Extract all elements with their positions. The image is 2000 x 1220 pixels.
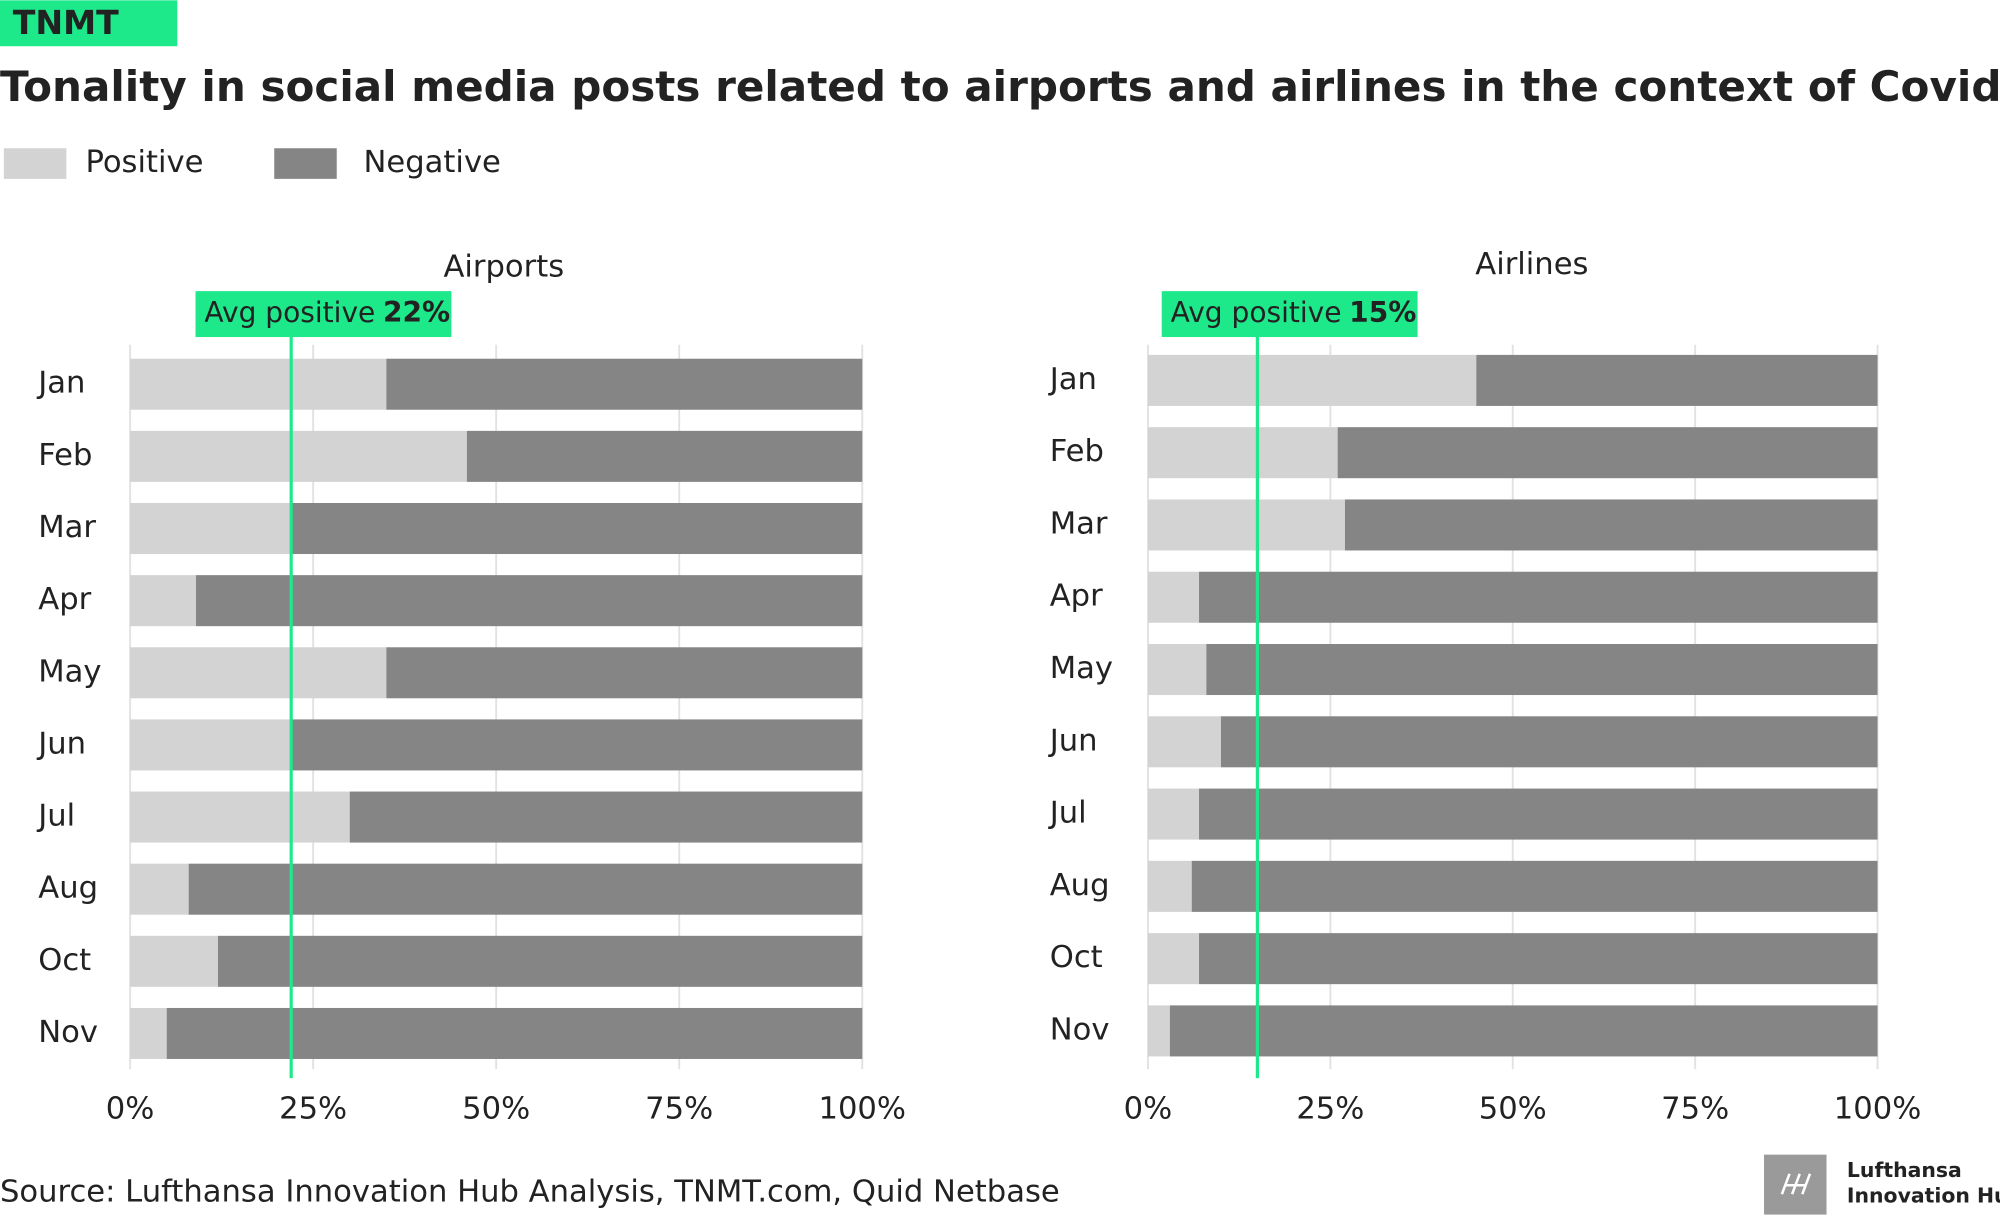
y-tick-label: Mar	[1050, 506, 1108, 541]
bar-segment	[386, 358, 863, 410]
bar-segment	[1147, 788, 1200, 840]
annotation-value: 22%	[383, 296, 450, 329]
x-tick-label: 25%	[1296, 1092, 1364, 1127]
bar-segment	[1147, 499, 1345, 551]
legend-swatch	[3, 148, 67, 179]
bar-segment	[130, 791, 350, 843]
brand-box	[0, 0, 178, 47]
panel-title: Airports	[443, 250, 564, 285]
annotation-box	[1161, 291, 1418, 338]
bar-segment	[166, 1007, 863, 1059]
bar-segment	[1147, 716, 1221, 768]
y-tick-label: Jul	[36, 799, 75, 834]
legend-label: Negative	[364, 145, 501, 180]
logo-text: Innovation Hub	[1847, 1184, 2000, 1208]
annotation-value: 15%	[1349, 296, 1416, 329]
y-tick-label: Aug	[1050, 868, 1110, 903]
bar-segment	[1169, 1005, 1878, 1057]
bar-segment	[130, 1007, 167, 1059]
bar-segment	[130, 935, 218, 987]
bar-segment	[1191, 860, 1878, 912]
x-tick-label: 75%	[645, 1092, 713, 1127]
y-tick-label: Jan	[1048, 362, 1097, 397]
x-tick-label: 25%	[279, 1092, 347, 1127]
y-tick-label: May	[38, 654, 101, 689]
y-tick-label: Jun	[1048, 723, 1098, 758]
bar-segment	[1147, 571, 1200, 623]
bar-segment	[1147, 1005, 1170, 1057]
bar-segment	[386, 647, 863, 699]
bar-segment	[1206, 644, 1878, 696]
bar-segment	[1199, 571, 1878, 623]
bar-segment	[1147, 860, 1192, 912]
x-tick-label: 0%	[1124, 1092, 1173, 1127]
y-tick-label: Oct	[1050, 940, 1103, 975]
bar-segment	[217, 935, 863, 987]
bar-segment	[1147, 933, 1200, 985]
x-tick-label: 0%	[106, 1092, 155, 1127]
y-tick-label: Apr	[1050, 579, 1103, 614]
x-tick-label: 75%	[1661, 1092, 1729, 1127]
bar-segment	[1147, 427, 1338, 479]
bar-segment	[195, 575, 863, 627]
annotation-text: Avg positive	[204, 296, 375, 329]
bar-segment	[291, 719, 863, 771]
bar-segment	[1199, 788, 1878, 840]
y-tick-label: Aug	[38, 871, 98, 906]
bar-segment	[130, 430, 467, 482]
bar-segment	[130, 358, 387, 410]
logo-glyph	[1780, 1173, 1812, 1195]
bar-segment	[130, 719, 292, 771]
bar-segment	[349, 791, 863, 843]
x-tick-label: 100%	[1834, 1092, 1922, 1127]
annotation-label: Avg positive 15%	[1171, 296, 1417, 329]
x-tick-label: 50%	[462, 1092, 530, 1127]
page-title: Tonality in social media posts related t…	[0, 62, 2000, 111]
y-tick-label: Feb	[1050, 434, 1104, 469]
bar-segment	[466, 430, 863, 482]
y-tick-label: Feb	[38, 438, 92, 473]
bar-segment	[1220, 716, 1878, 768]
y-tick-label: Nov	[38, 1015, 98, 1050]
bar-segment	[291, 502, 863, 555]
y-tick-label: May	[1050, 651, 1113, 686]
brand: TNMT	[13, 3, 119, 42]
annotation-text: Avg positive	[1171, 296, 1342, 329]
bar-segment	[130, 575, 196, 627]
x-tick-label: 100%	[818, 1092, 906, 1127]
bar-segment	[1147, 644, 1207, 696]
y-tick-label: Jun	[36, 726, 86, 761]
bar-segment	[1199, 933, 1878, 985]
y-tick-label: Mar	[38, 510, 96, 545]
bar-segment	[188, 863, 863, 915]
bar-segment	[1147, 354, 1477, 406]
bar-segment	[130, 502, 292, 555]
x-tick-label: 50%	[1479, 1092, 1547, 1127]
bar-segment	[1344, 499, 1878, 551]
logo-text: Lufthansa	[1847, 1158, 1962, 1182]
source: Source: Lufthansa Innovation Hub Analysi…	[0, 1174, 1060, 1209]
bar-segment	[130, 863, 189, 915]
y-tick-label: Oct	[38, 943, 91, 978]
y-tick-label: Jul	[1048, 796, 1087, 831]
annotation-box	[195, 291, 452, 338]
y-tick-label: Nov	[1050, 1012, 1110, 1047]
annotation-label: Avg positive 22%	[204, 296, 450, 329]
bar-segment	[1337, 427, 1878, 479]
legend-label: Positive	[85, 145, 203, 180]
y-tick-label: Apr	[38, 582, 91, 617]
bar-segment	[130, 647, 387, 699]
bar-segment	[1476, 354, 1878, 406]
y-tick-label: Jan	[36, 366, 85, 401]
panel-title: Airlines	[1475, 247, 1588, 282]
legend-swatch	[274, 148, 337, 179]
